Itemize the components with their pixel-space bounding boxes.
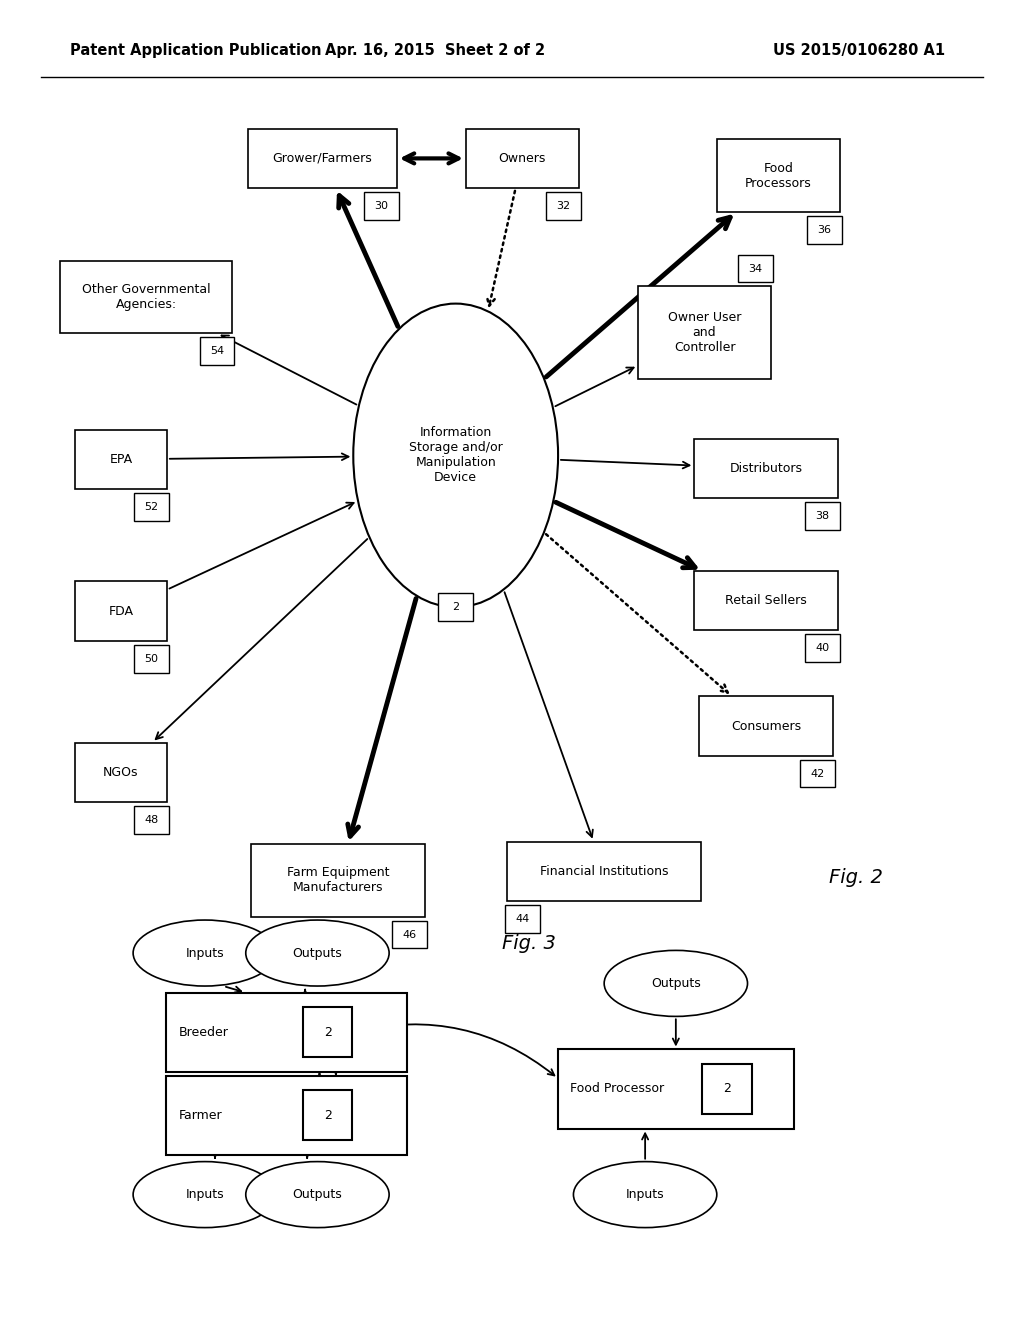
Text: Apr. 16, 2015  Sheet 2 of 2: Apr. 16, 2015 Sheet 2 of 2 [326, 42, 545, 58]
Text: 36: 36 [817, 224, 831, 235]
FancyBboxPatch shape [303, 1007, 352, 1057]
Text: Inputs: Inputs [626, 1188, 665, 1201]
Text: Owners: Owners [499, 152, 546, 165]
Text: 46: 46 [402, 929, 417, 940]
Ellipse shape [133, 1162, 276, 1228]
Text: Consumers: Consumers [731, 719, 801, 733]
Text: 2: 2 [453, 602, 459, 612]
Text: Outputs: Outputs [651, 977, 700, 990]
Text: 48: 48 [144, 814, 159, 825]
FancyBboxPatch shape [717, 140, 840, 211]
Text: Other Governmental
Agencies:: Other Governmental Agencies: [82, 282, 211, 312]
Text: Patent Application Publication: Patent Application Publication [70, 42, 322, 58]
Text: FDA: FDA [109, 605, 133, 618]
FancyBboxPatch shape [558, 1049, 794, 1129]
FancyBboxPatch shape [303, 1090, 352, 1140]
FancyBboxPatch shape [167, 1076, 408, 1155]
FancyBboxPatch shape [702, 1064, 752, 1114]
Text: Grower/Farmers: Grower/Farmers [272, 152, 373, 165]
FancyBboxPatch shape [800, 759, 835, 787]
Text: Outputs: Outputs [293, 946, 342, 960]
Text: 52: 52 [144, 502, 159, 512]
Text: EPA: EPA [110, 453, 132, 466]
Text: Farm Equipment
Manufacturers: Farm Equipment Manufacturers [287, 866, 389, 895]
FancyBboxPatch shape [805, 634, 840, 661]
Text: 54: 54 [210, 346, 224, 356]
Text: Breeder: Breeder [179, 1026, 228, 1039]
Text: Inputs: Inputs [185, 946, 224, 960]
FancyBboxPatch shape [738, 255, 773, 282]
Ellipse shape [353, 304, 558, 607]
FancyBboxPatch shape [694, 570, 838, 630]
Text: US 2015/0106280 A1: US 2015/0106280 A1 [773, 42, 945, 58]
Text: Farmer: Farmer [179, 1109, 222, 1122]
Ellipse shape [246, 920, 389, 986]
Text: 2: 2 [324, 1026, 332, 1039]
Text: Food
Processors: Food Processors [744, 161, 812, 190]
Text: Financial Institutions: Financial Institutions [540, 865, 669, 878]
FancyBboxPatch shape [507, 842, 701, 900]
Text: 40: 40 [815, 643, 829, 653]
Text: Fig. 2: Fig. 2 [829, 869, 884, 887]
Text: Fig. 3: Fig. 3 [502, 935, 556, 953]
FancyBboxPatch shape [699, 697, 833, 755]
Text: Owner User
and
Controller: Owner User and Controller [668, 312, 741, 354]
Text: Retail Sellers: Retail Sellers [725, 594, 807, 607]
Text: 42: 42 [810, 768, 824, 779]
FancyBboxPatch shape [134, 644, 169, 672]
FancyBboxPatch shape [694, 438, 838, 498]
FancyBboxPatch shape [392, 921, 427, 948]
FancyBboxPatch shape [505, 906, 540, 932]
Text: Food Processor: Food Processor [570, 1082, 665, 1096]
Text: 2: 2 [324, 1109, 332, 1122]
Text: 34: 34 [749, 264, 763, 273]
Text: Inputs: Inputs [185, 1188, 224, 1201]
FancyBboxPatch shape [251, 845, 425, 916]
FancyBboxPatch shape [134, 805, 169, 834]
Ellipse shape [604, 950, 748, 1016]
Text: Outputs: Outputs [293, 1188, 342, 1201]
FancyBboxPatch shape [466, 128, 579, 187]
Text: 32: 32 [556, 201, 570, 211]
Text: 44: 44 [515, 913, 529, 924]
Text: 38: 38 [815, 511, 829, 521]
FancyBboxPatch shape [75, 581, 167, 640]
Text: 50: 50 [144, 653, 159, 664]
FancyBboxPatch shape [438, 593, 473, 620]
Text: 30: 30 [375, 201, 388, 211]
FancyArrowPatch shape [355, 1024, 554, 1076]
Ellipse shape [573, 1162, 717, 1228]
FancyBboxPatch shape [200, 337, 234, 364]
FancyBboxPatch shape [134, 492, 169, 520]
Text: Distributors: Distributors [729, 462, 803, 475]
FancyBboxPatch shape [807, 215, 842, 243]
FancyBboxPatch shape [75, 743, 167, 803]
FancyBboxPatch shape [248, 128, 396, 187]
FancyBboxPatch shape [805, 502, 840, 529]
Text: Information
Storage and/or
Manipulation
Device: Information Storage and/or Manipulation … [409, 426, 503, 484]
FancyBboxPatch shape [546, 191, 581, 219]
Ellipse shape [246, 1162, 389, 1228]
FancyBboxPatch shape [60, 260, 232, 333]
Ellipse shape [133, 920, 276, 986]
FancyBboxPatch shape [167, 993, 408, 1072]
FancyBboxPatch shape [638, 286, 771, 379]
FancyBboxPatch shape [75, 429, 167, 488]
Text: 2: 2 [723, 1082, 731, 1096]
FancyBboxPatch shape [365, 191, 398, 219]
Text: NGOs: NGOs [103, 766, 138, 779]
